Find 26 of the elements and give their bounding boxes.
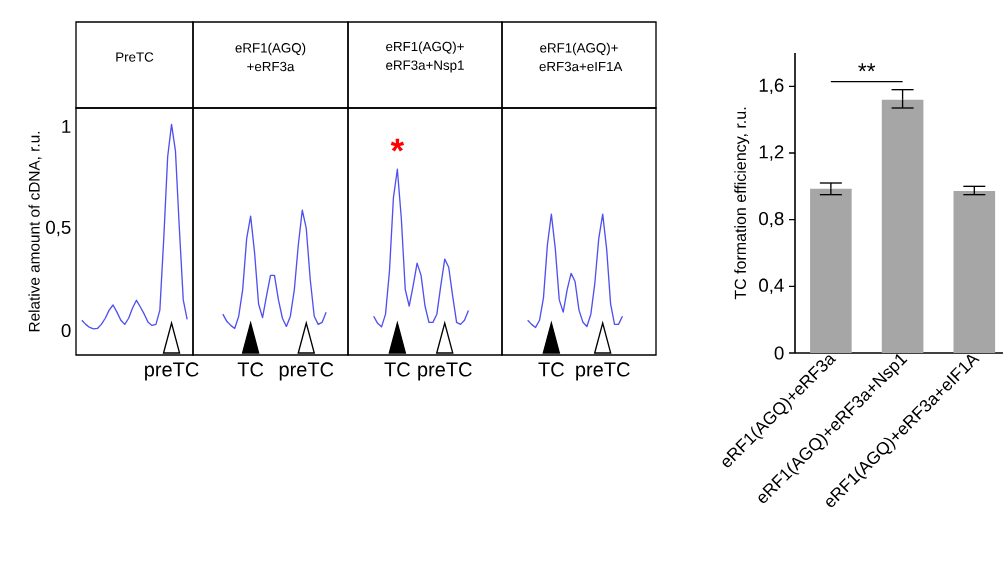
chart-title: PreTC xyxy=(116,52,154,62)
bar xyxy=(810,188,852,353)
y-tick-label: 0,4 xyxy=(759,278,784,295)
x-tick-label: preTC xyxy=(145,362,199,381)
chart-title: eRF1(AGQ) +eRF3a xyxy=(235,42,306,72)
annotation: * xyxy=(390,138,405,152)
y-tick-label: 1,6 xyxy=(759,78,784,95)
x-tick-label: preTC xyxy=(576,362,630,381)
bar xyxy=(881,99,924,353)
y-tick-label: 0,8 xyxy=(759,211,784,228)
y-axis-title: TC formation efficiency, r.u. xyxy=(734,107,750,300)
chart-title: eRF1(AGQ)+ eRF3a+Nsp1 xyxy=(386,41,464,73)
y-tick-label: 0,5 xyxy=(46,220,71,237)
y-tick-label: 1,2 xyxy=(759,145,784,161)
y-axis-title: Relative amount of cDNA, r.u. xyxy=(28,131,42,332)
chart-title: eRF1(AGQ)+ eRF3a+eIF1A xyxy=(539,42,623,72)
y-tick-label: 1 xyxy=(62,119,71,133)
x-tick-label: TC xyxy=(384,362,410,377)
annotation: ** xyxy=(858,63,876,72)
x-tick-label: TC xyxy=(237,362,264,377)
y-tick-label: 0 xyxy=(61,323,71,338)
x-tick-label: TC xyxy=(538,362,564,377)
line-series xyxy=(81,123,188,330)
bar xyxy=(953,191,996,353)
x-tick-label: preTC xyxy=(418,362,472,381)
x-tick-label: preTC xyxy=(279,362,334,381)
